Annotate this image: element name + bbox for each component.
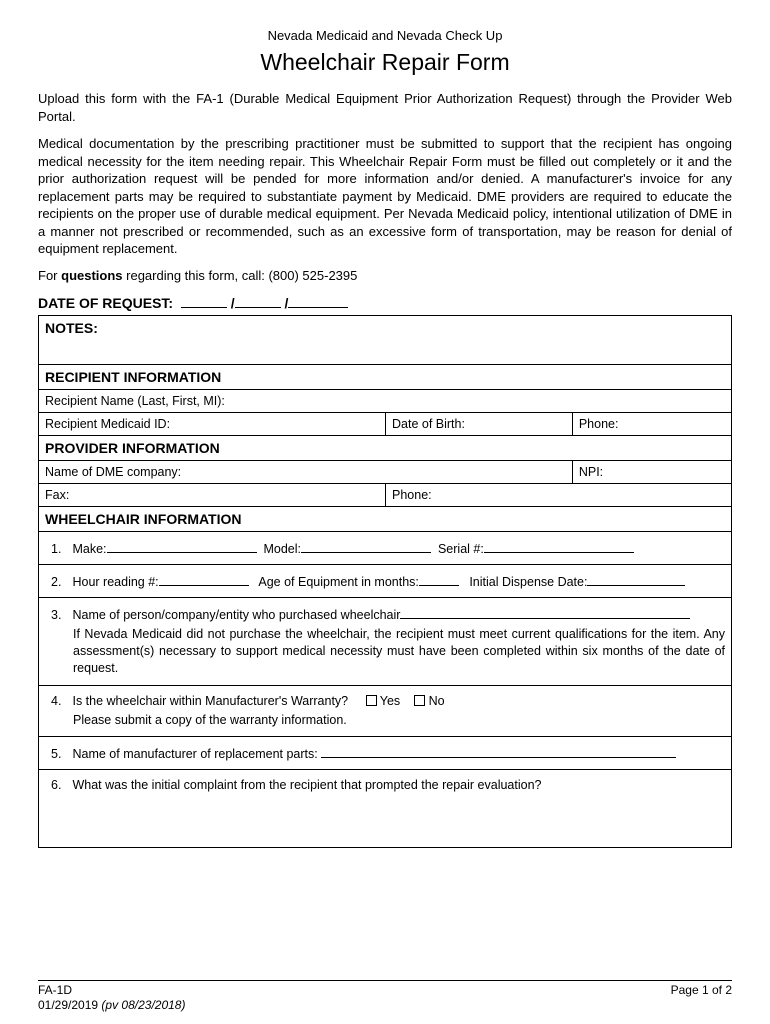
footer-pv: (pv 08/23/2018) (101, 998, 185, 1012)
form-table: NOTES: RECIPIENT INFORMATION Recipient N… (38, 315, 732, 849)
date-day-field[interactable] (235, 295, 281, 308)
date-of-request: DATE OF REQUEST: / / (38, 295, 732, 311)
q4-no-label: No (429, 694, 445, 708)
provider-company-field[interactable]: Name of DME company: (39, 461, 572, 483)
provider-header: PROVIDER INFORMATION (39, 435, 731, 460)
recipient-medicaid-id-field[interactable]: Recipient Medicaid ID: (39, 413, 385, 435)
q4-num: 4. (51, 694, 69, 708)
wc-q2: 2. Hour reading #: Age of Equipment in m… (39, 564, 731, 597)
q4-no-checkbox[interactable] (414, 695, 425, 706)
page-title: Wheelchair Repair Form (38, 49, 732, 76)
provider-npi-field[interactable]: NPI: (572, 461, 731, 483)
q2-dispense-label: Initial Dispense Date: (469, 575, 587, 589)
q1-model-label: Model: (263, 542, 301, 556)
q2-hour-label: Hour reading #: (72, 575, 158, 589)
footer-left: FA-1D 01/29/2019 (pv 08/23/2018) (38, 983, 185, 1012)
q5-num: 5. (51, 747, 69, 761)
date-month-field[interactable] (181, 295, 227, 308)
footer-page: Page 1 of 2 (671, 983, 732, 1012)
notes-section: NOTES: (39, 316, 731, 364)
q3-label: Name of person/company/entity who purcha… (72, 608, 400, 622)
q4-label: Is the wheelchair within Manufacturer's … (72, 694, 348, 708)
wc-q1: 1. Make: Model: Serial #: (39, 531, 731, 564)
q4-yes-checkbox[interactable] (366, 695, 377, 706)
q2-num: 2. (51, 575, 69, 589)
q5-field[interactable] (321, 745, 676, 758)
header-org: Nevada Medicaid and Nevada Check Up (38, 28, 732, 43)
date-label: DATE OF REQUEST: (38, 295, 173, 311)
recipient-header: RECIPIENT INFORMATION (39, 364, 731, 389)
q1-serial-label: Serial #: (438, 542, 484, 556)
intro-paragraph-1: Upload this form with the FA-1 (Durable … (38, 90, 732, 125)
q4-note: Please submit a copy of the warranty inf… (51, 712, 725, 729)
provider-fax-field[interactable]: Fax: (39, 484, 385, 506)
q2-hour-field[interactable] (159, 573, 249, 586)
q1-make-label: Make: (72, 542, 106, 556)
q2-age-field[interactable] (419, 573, 459, 586)
provider-contact-row: Fax: Phone: (39, 483, 731, 506)
questions-prefix: For (38, 268, 61, 283)
q2-age-label: Age of Equipment in months: (258, 575, 419, 589)
q5-label: Name of manufacturer of replacement part… (72, 747, 317, 761)
q3-num: 3. (51, 608, 69, 622)
q3-field[interactable] (400, 606, 690, 619)
footer-date: 01/29/2019 (38, 998, 101, 1012)
wc-q6: 6. What was the initial complaint from t… (39, 769, 731, 847)
q1-model-field[interactable] (301, 540, 431, 553)
q2-dispense-field[interactable] (587, 573, 685, 586)
recipient-phone-field[interactable]: Phone: (572, 413, 731, 435)
date-year-field[interactable] (288, 295, 348, 308)
recipient-name-row: Recipient Name (Last, First, MI): (39, 389, 731, 412)
questions-suffix: regarding this form, call: (800) 525-239… (123, 268, 358, 283)
questions-line: For questions regarding this form, call:… (38, 268, 732, 283)
recipient-dob-field[interactable]: Date of Birth: (385, 413, 572, 435)
recipient-details-row: Recipient Medicaid ID: Date of Birth: Ph… (39, 412, 731, 435)
q6-label: What was the initial complaint from the … (72, 778, 541, 792)
wheelchair-header: WHEELCHAIR INFORMATION (39, 506, 731, 531)
q6-num: 6. (51, 778, 69, 792)
intro-paragraph-2: Medical documentation by the prescribing… (38, 135, 732, 258)
q3-note: If Nevada Medicaid did not purchase the … (51, 626, 725, 677)
q4-yes-label: Yes (380, 694, 400, 708)
footer: FA-1D 01/29/2019 (pv 08/23/2018) Page 1 … (38, 980, 732, 1012)
provider-company-row: Name of DME company: NPI: (39, 460, 731, 483)
q1-make-field[interactable] (107, 540, 257, 553)
wc-q4: 4. Is the wheelchair within Manufacturer… (39, 685, 731, 737)
recipient-name-field[interactable]: Recipient Name (Last, First, MI): (39, 390, 731, 412)
wc-q5: 5. Name of manufacturer of replacement p… (39, 736, 731, 769)
q1-num: 1. (51, 542, 69, 556)
questions-bold: questions (61, 268, 122, 283)
provider-phone-field[interactable]: Phone: (385, 484, 731, 506)
q1-serial-field[interactable] (484, 540, 634, 553)
wc-q3: 3. Name of person/company/entity who pur… (39, 597, 731, 685)
footer-code: FA-1D (38, 983, 72, 997)
